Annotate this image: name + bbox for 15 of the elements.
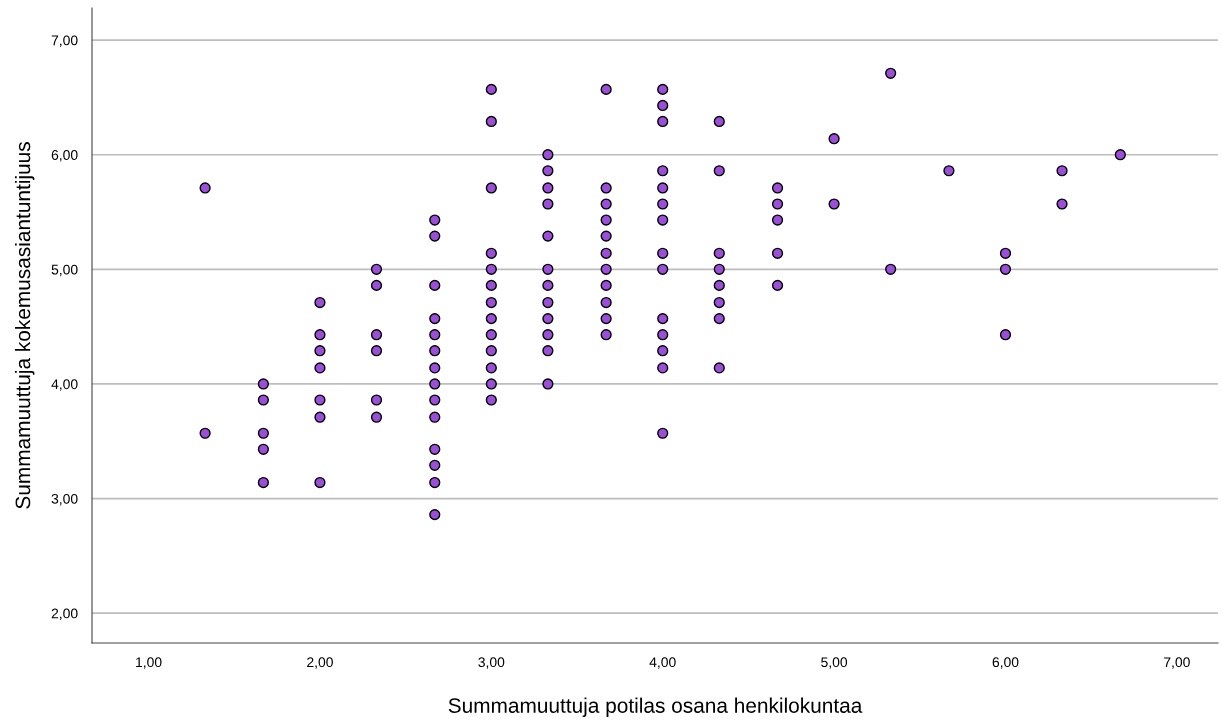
x-tick-label: 3,00 — [478, 657, 505, 669]
x-tick-label: 5,00 — [821, 657, 848, 669]
x-tick-label: 4,00 — [649, 657, 676, 669]
x-tick-label: 6,00 — [992, 657, 1019, 669]
x-tick-label: 2,00 — [307, 657, 333, 669]
x-tick-label: 1,00 — [136, 657, 162, 669]
y-tick-label: 7,00 — [51, 35, 78, 47]
y-tick-label: 6,00 — [51, 150, 78, 162]
y-axis-title: Summamuuttuja kokemusasiantuntijuus — [14, 142, 35, 509]
y-tick-label: 4,00 — [51, 379, 78, 391]
x-tick-label: 7,00 — [1164, 657, 1190, 669]
y-tick-label: 3,00 — [51, 493, 78, 506]
y-tick-label: 2,00 — [51, 608, 78, 621]
y-tick-label: 5,00 — [51, 264, 78, 277]
x-axis-title: Summamuuttuja potilas osana henkilokuntaa — [448, 697, 863, 718]
